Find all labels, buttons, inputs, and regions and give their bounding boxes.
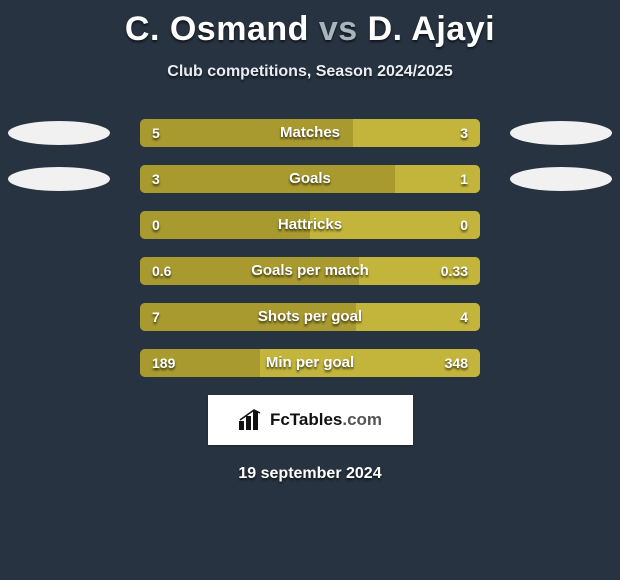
bar-right (260, 349, 480, 377)
stat-row: Hattricks00 (0, 211, 620, 239)
bar-track (140, 119, 480, 147)
bar-left (140, 257, 359, 285)
player1-badge (8, 167, 110, 191)
bar-right (395, 165, 480, 193)
player1-badge (8, 121, 110, 145)
player2-badge (510, 121, 612, 145)
date-text: 19 september 2024 (0, 465, 620, 483)
bar-right (310, 211, 480, 239)
bar-left (140, 349, 260, 377)
bar-right (356, 303, 480, 331)
bar-left (140, 165, 395, 193)
page-title: C. Osmand vs D. Ajayi (0, 0, 620, 49)
comparison-chart: Matches53 Goals31 Hattricks00 Goals per mat… (0, 119, 620, 377)
bar-track (140, 349, 480, 377)
player1-name: C. Osmand (125, 10, 309, 48)
bar-track (140, 303, 480, 331)
player2-name: D. Ajayi (368, 10, 495, 48)
stat-row: Min per goal189348 (0, 349, 620, 377)
stat-row: Shots per goal74 (0, 303, 620, 331)
bar-track (140, 165, 480, 193)
bars-icon (238, 409, 264, 431)
bar-right (353, 119, 481, 147)
vs-text: vs (319, 10, 358, 48)
bar-left (140, 211, 310, 239)
fctables-logo: FcTables.com (208, 395, 413, 445)
stat-row: Goals31 (0, 165, 620, 193)
logo-text: FcTables.com (270, 410, 382, 430)
bar-track (140, 211, 480, 239)
bar-track (140, 257, 480, 285)
player2-badge (510, 167, 612, 191)
logo-name: FcTables (270, 410, 342, 429)
bar-left (140, 303, 356, 331)
logo-domain: .com (342, 410, 382, 429)
stat-row: Matches53 (0, 119, 620, 147)
subtitle: Club competitions, Season 2024/2025 (0, 63, 620, 81)
bar-right (359, 257, 480, 285)
stat-row: Goals per match0.60.33 (0, 257, 620, 285)
bar-left (140, 119, 353, 147)
